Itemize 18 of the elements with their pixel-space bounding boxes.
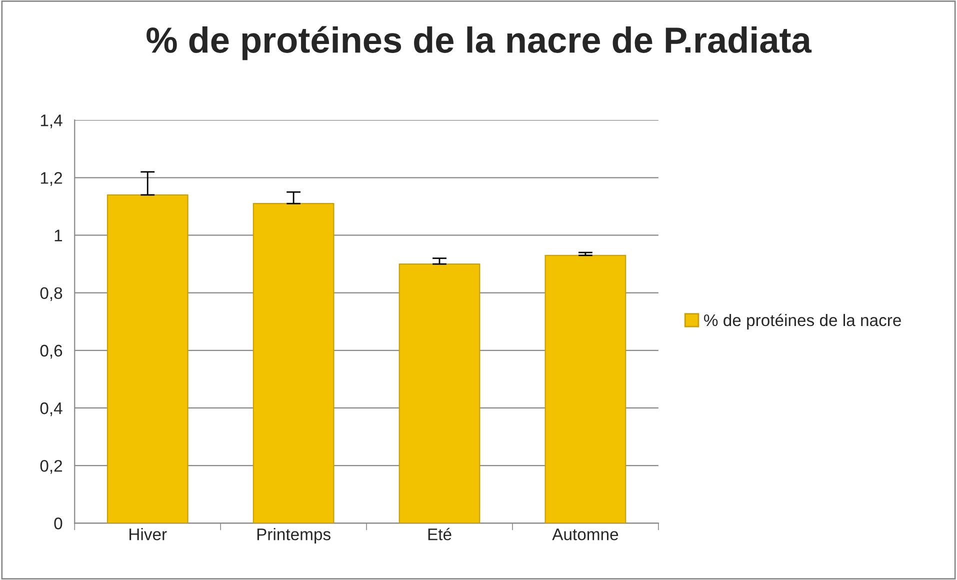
bar bbox=[398, 263, 480, 524]
x-tick-label: Hiver bbox=[130, 528, 167, 540]
y-tick-label: 1 bbox=[54, 230, 62, 242]
bar bbox=[106, 194, 188, 524]
y-tick-label: 0,2 bbox=[40, 460, 62, 474]
y-tick-label: 0 bbox=[54, 518, 62, 530]
y-tick-label: 0,4 bbox=[40, 402, 62, 416]
x-tick-label: Automne bbox=[552, 528, 618, 540]
bar bbox=[544, 254, 626, 524]
x-tick-label: Eté bbox=[428, 528, 452, 540]
chart-title: % de protéines de la nacre de P.radiata bbox=[146, 26, 812, 60]
y-tick-label: 1,2 bbox=[40, 172, 62, 186]
y-tick-label: 0,6 bbox=[40, 344, 62, 359]
y-tick-label: 1,4 bbox=[40, 114, 62, 128]
bar bbox=[252, 203, 334, 524]
x-tick-label: Printemps bbox=[257, 528, 330, 544]
y-tick-label: 0,8 bbox=[40, 287, 62, 301]
legend-label: % de protéines de la nacre bbox=[704, 314, 901, 330]
